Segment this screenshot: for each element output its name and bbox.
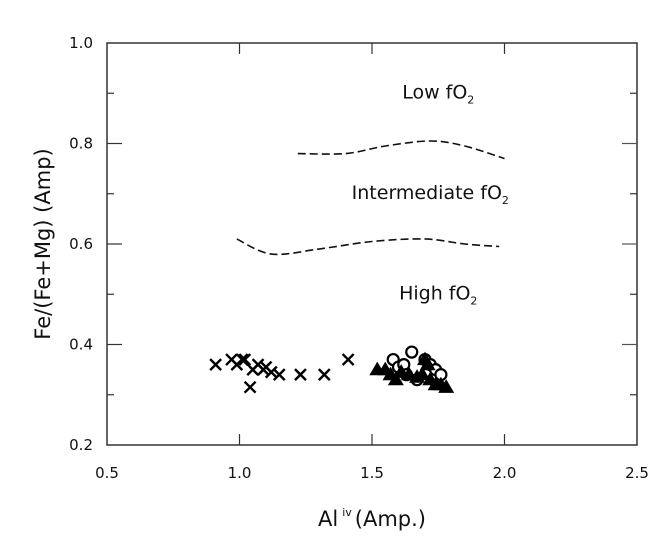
cross-marker xyxy=(294,368,307,381)
x-axis-title: Al iv (Amp.) xyxy=(318,506,426,531)
axis-ticks: 0.5 1.0 1.5 2.0 2.5 0.2 0.4 0.6 0.8 1.0 xyxy=(69,34,649,482)
boundary-dashed-line xyxy=(236,238,500,256)
y-tick-label: 0.8 xyxy=(69,135,93,153)
y-tick-label: 1.0 xyxy=(69,34,93,52)
x-tick-label: 0.5 xyxy=(95,464,119,482)
filled-triangle-marker xyxy=(419,356,436,371)
cross-marker xyxy=(235,353,249,366)
y-axis-title: Fe/(Fe+Mg) (Amp) xyxy=(31,148,55,339)
y-tick-label: 0.2 xyxy=(69,436,93,454)
filled-triangle-marker xyxy=(438,379,455,393)
boundary-dashed-line xyxy=(297,140,505,160)
cross-marker xyxy=(317,368,331,381)
x-axis-title-main: Al xyxy=(318,507,338,531)
y-tick-label: 0.6 xyxy=(69,235,93,253)
cross-marker xyxy=(272,368,286,381)
label-low-fo2: Low fO2 xyxy=(402,81,474,106)
region-labels: Low fO2 Intermediate fO2 High fO2 xyxy=(352,81,509,307)
data-points xyxy=(209,345,455,394)
label-intermediate-fo2: Intermediate fO2 xyxy=(352,182,509,207)
x-axis-title-sup: iv xyxy=(342,506,352,519)
cross-marker xyxy=(238,353,252,366)
x-tick-label: 2.5 xyxy=(625,464,649,482)
boundary-lines xyxy=(236,140,505,256)
filled-triangle-marker xyxy=(414,366,431,381)
filled-triangle-marker xyxy=(387,371,404,386)
x-tick-label: 1.5 xyxy=(360,464,384,482)
open-circle-marker xyxy=(405,345,419,359)
x-axis-title-rest: (Amp.) xyxy=(355,507,426,531)
x-tick-label: 1.0 xyxy=(228,464,252,482)
cross-marker xyxy=(243,380,257,394)
cross-marker xyxy=(209,358,222,371)
cross-marker xyxy=(341,353,355,366)
label-high-fo2: High fO2 xyxy=(399,282,477,307)
y-tick-label: 0.4 xyxy=(69,336,93,354)
x-tick-label: 2.0 xyxy=(493,464,517,482)
cross-marker xyxy=(264,365,278,379)
